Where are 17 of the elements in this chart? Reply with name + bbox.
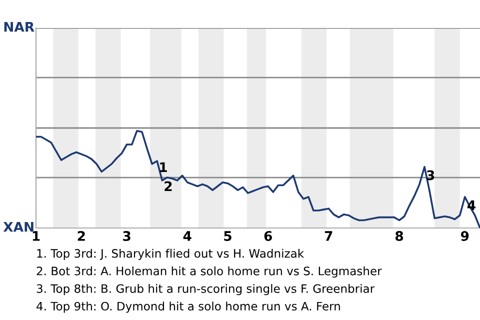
annotation: 2 (164, 181, 172, 192)
text: XAN (3, 222, 34, 232)
x-tick-label: 4 (183, 231, 192, 241)
text: 4. Top 9th: O. Dymond hit a solo home run vs A. Fern (36, 302, 340, 313)
text: 1. Top 3rd: J. Sharykin flied out vs H. Wadnizak (37, 248, 304, 260)
x-tick-label: 9 (460, 231, 469, 241)
x-tick-label: 5 (224, 231, 232, 241)
text: NAR (4, 22, 34, 32)
x-tick-label: 3 (123, 231, 130, 241)
text: 2. Bot 3rd: A. Holeman hit a solo home run vs S. Legmasher (36, 266, 382, 278)
x-tick-label: 8 (395, 231, 404, 241)
x-tick-label: 6 (264, 231, 272, 241)
text: 3. Top 8th: B. Grub hit a run-scoring single vs F. Greenbriar (36, 284, 375, 296)
x-tick-label: 2 (78, 231, 85, 241)
x-tick-label: 7 (324, 231, 332, 241)
annotation: 1 (160, 162, 167, 172)
x-tick-label: 1 (32, 231, 40, 241)
